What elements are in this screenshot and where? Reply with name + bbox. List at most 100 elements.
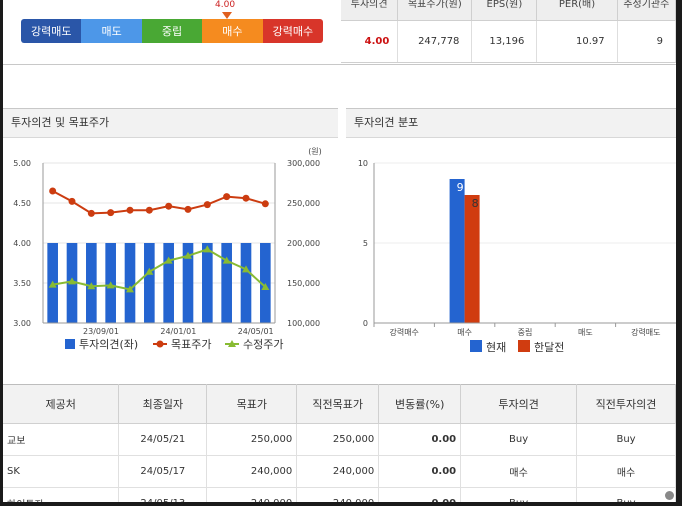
target-price-point (242, 194, 250, 202)
table-header: 투자의견 (460, 384, 578, 424)
x-tick: 중립 (518, 328, 533, 337)
x-tick: 23/09/01 (83, 327, 119, 336)
adjusted-price-line (52, 248, 267, 291)
y-right-tick: 150,000 (287, 279, 320, 288)
summary-header: 투자의견 (341, 0, 399, 21)
scale-strong-buy: 강력매수 (262, 19, 323, 43)
target-price-point (87, 209, 95, 217)
scale-marker-label: 4.00 (215, 0, 236, 10)
divider (3, 64, 676, 65)
adjusted-price-point (242, 265, 250, 273)
summary-eps: 13,196 (471, 20, 538, 63)
current-bar (449, 179, 465, 323)
opinion-bar (144, 243, 155, 323)
scale-buy: 매수 (202, 19, 263, 43)
scale-neutral: 중립 (141, 19, 203, 43)
legend-swatch (470, 340, 482, 352)
table-cell: 240,000 (206, 487, 298, 502)
target-price-point (261, 200, 269, 208)
report-frame: 4.00 강력매도 매도 중립 매수 강력매수 투자의견 목표주가(원) EPS… (3, 0, 676, 502)
opinion-bar (202, 243, 213, 323)
summary-header: EPS(원) (471, 0, 538, 21)
table-cell: 교보 (3, 423, 120, 456)
table-header: 변동률(%) (378, 384, 462, 424)
legend-swatch (156, 340, 164, 348)
panel-left-title: 투자의견 및 목표주가 (3, 108, 338, 138)
legend-swatch (518, 340, 530, 352)
table-cell: 0.00 (378, 455, 462, 488)
scale-strong-sell: 강력매도 (21, 19, 82, 43)
adjusted-price-point (126, 285, 134, 293)
opinion-bar (182, 243, 194, 323)
summary-header: 목표주가(원) (397, 0, 473, 21)
table-cell: 하이투자 (3, 487, 120, 502)
table-cell: 240,000 (206, 455, 298, 488)
summary-count: 9 (617, 20, 676, 63)
summary-target-price: 247,778 (397, 20, 473, 63)
adjusted-price-point (106, 281, 115, 289)
scroll-corner-icon[interactable] (665, 491, 674, 500)
target-price-point (49, 187, 57, 195)
table-row: 교보 24/05/21 250,000 250,000 0.00 Buy Buy (3, 423, 676, 456)
table-cell: 0.00 (378, 487, 462, 502)
y-tick: 10 (358, 159, 368, 168)
legend-label: 수정주가 (243, 338, 283, 351)
table-header: 최종일자 (118, 384, 208, 424)
x-tick: 24/05/01 (238, 327, 274, 336)
adjusted-price-point (184, 251, 192, 259)
summary-opinion: 4.00 (341, 20, 399, 63)
opinion-bar (240, 243, 252, 323)
legend-label: 목표주가 (171, 338, 211, 351)
y-right-tick: 250,000 (287, 199, 320, 208)
target-price-line (52, 190, 266, 215)
y-tick: 0 (363, 319, 368, 328)
adjusted-price-point (164, 256, 173, 264)
target-price-point (107, 209, 115, 217)
y-right-tick: 300,000 (287, 159, 320, 168)
opinion-scale: 강력매도 매도 중립 매수 강력매수 (21, 19, 323, 43)
summary-table: 투자의견 목표주가(원) EPS(원) PER(배) 추정기관수 4.00 24… (341, 0, 676, 63)
target-price-point (126, 206, 134, 214)
target-price-point (184, 205, 192, 213)
target-price-point (165, 202, 173, 210)
y-left-tick: 3.00 (13, 319, 31, 328)
table-header: 제공처 (3, 384, 120, 424)
target-price-point (68, 197, 76, 205)
x-tick: 강력매수 (389, 327, 418, 337)
table-header: 직전목표가 (296, 384, 380, 424)
adjusted-price-point (87, 282, 96, 290)
adjusted-price-point (48, 280, 57, 288)
opinion-bar (221, 243, 232, 323)
x-tick: 24/01/01 (160, 327, 196, 336)
legend-swatch (228, 340, 236, 347)
adjusted-price-point (68, 277, 76, 285)
table-cell: 240,000 (296, 455, 380, 488)
table-cell: 0.00 (378, 423, 462, 456)
summary-per: 10.97 (536, 20, 618, 63)
table-cell: SK (3, 455, 120, 488)
table-header: 직전투자의견 (576, 384, 676, 424)
opinion-bar (163, 243, 174, 323)
table-cell: 240,000 (296, 487, 380, 502)
adjusted-price-point (145, 267, 154, 275)
opinion-target-chart: 5.00 300,000 4.50 250,000 4.00 200,000 3.50 150… (13, 147, 322, 351)
y-left-tick: 3.50 (13, 279, 31, 288)
panel-right-title: 투자의견 분포 (346, 108, 676, 138)
broker-table: 제공처 최종일자 목표가 직전목표가 변동률(%) 투자의견 직전투자의견 교보 24/05/… (3, 384, 676, 502)
table-row: SK 24/05/17 240,000 240,000 0.00 매수 매수 (3, 455, 676, 488)
table-cell: 매수 (576, 455, 676, 488)
table-cell: 24/05/17 (118, 455, 208, 488)
table-cell: 매수 (460, 455, 578, 488)
scale-sell: 매도 (81, 19, 142, 43)
y-tick: 5 (363, 239, 368, 248)
table-cell: 250,000 (296, 423, 380, 456)
table-cell: Buy (460, 423, 578, 456)
target-price-point (223, 193, 231, 201)
scale-marker-icon (222, 12, 232, 19)
table-cell: 24/05/21 (118, 423, 208, 456)
data-label: 8 (472, 197, 479, 210)
table-cell: 24/05/13 (118, 487, 208, 502)
summary-header: PER(배) (536, 0, 618, 21)
table-cell: Buy (576, 487, 676, 502)
summary-header: 추정기관수 (617, 0, 676, 21)
